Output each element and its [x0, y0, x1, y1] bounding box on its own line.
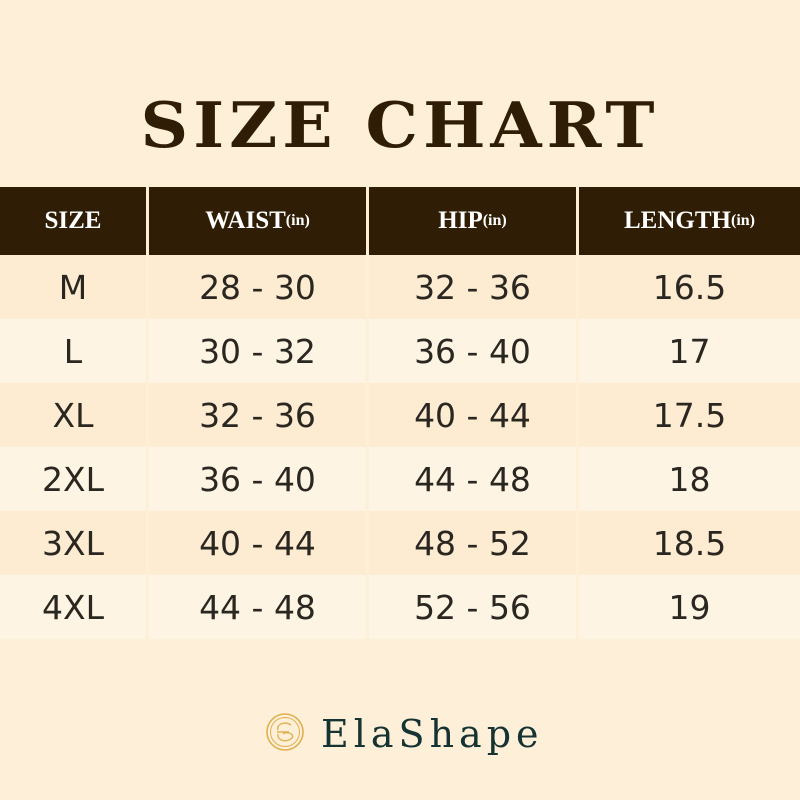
table-cell: 18.5	[579, 511, 800, 575]
table-cell: 16.5	[579, 255, 800, 319]
table-row: M 28 - 30 32 - 36 16.5	[0, 255, 800, 319]
table-cell: M	[0, 255, 146, 319]
column-header-hip: HIP (in)	[369, 187, 576, 255]
table-cell: 30 - 32	[149, 319, 366, 383]
table-cell: L	[0, 319, 146, 383]
table-cell: 40 - 44	[149, 511, 366, 575]
table-row: L 30 - 32 36 - 40 17	[0, 319, 800, 383]
table-cell: 2XL	[0, 447, 146, 511]
table-cell: 28 - 30	[149, 255, 366, 319]
table-cell: 44 - 48	[369, 447, 576, 511]
column-label: SIZE	[44, 207, 102, 234]
table-cell: 36 - 40	[149, 447, 366, 511]
table-row: 2XL 36 - 40 44 - 48 18	[0, 447, 800, 511]
page-title: SIZE CHART	[140, 87, 660, 163]
table-cell: 32 - 36	[369, 255, 576, 319]
table-cell: 17.5	[579, 383, 800, 447]
column-header-length: LENGTH (in)	[579, 187, 800, 255]
size-table: SIZE WAIST (in) HIP (in) LENGTH (in) M 28 - 30 3…	[0, 187, 800, 639]
table-header-row: SIZE WAIST (in) HIP (in) LENGTH (in)	[0, 187, 800, 255]
table-cell: 52 - 56	[369, 575, 576, 639]
table-cell: 17	[579, 319, 800, 383]
table-row: 4XL 44 - 48 52 - 56 19	[0, 575, 800, 639]
table-cell: 3XL	[0, 511, 146, 575]
column-label: LENGTH	[624, 207, 731, 234]
table-cell: 18	[579, 447, 800, 511]
brand-logo: ElaShape	[265, 712, 544, 756]
column-label: WAIST	[205, 207, 286, 234]
column-label: HIP	[438, 207, 483, 234]
es-monogram-circle-icon	[265, 712, 305, 756]
table-cell: 40 - 44	[369, 383, 576, 447]
column-unit: (in)	[482, 212, 507, 229]
table-cell: XL	[0, 383, 146, 447]
table-row: XL 32 - 36 40 - 44 17.5	[0, 383, 800, 447]
table-cell: 4XL	[0, 575, 146, 639]
table-cell: 48 - 52	[369, 511, 576, 575]
table-cell: 44 - 48	[149, 575, 366, 639]
column-unit: (in)	[730, 212, 755, 229]
table-cell: 19	[579, 575, 800, 639]
column-unit: (in)	[285, 212, 310, 229]
table-cell: 36 - 40	[369, 319, 576, 383]
column-header-waist: WAIST (in)	[149, 187, 366, 255]
table-row: 3XL 40 - 44 48 - 52 18.5	[0, 511, 800, 575]
brand-name: ElaShape	[321, 712, 544, 756]
column-header-size: SIZE	[0, 187, 146, 255]
table-cell: 32 - 36	[149, 383, 366, 447]
